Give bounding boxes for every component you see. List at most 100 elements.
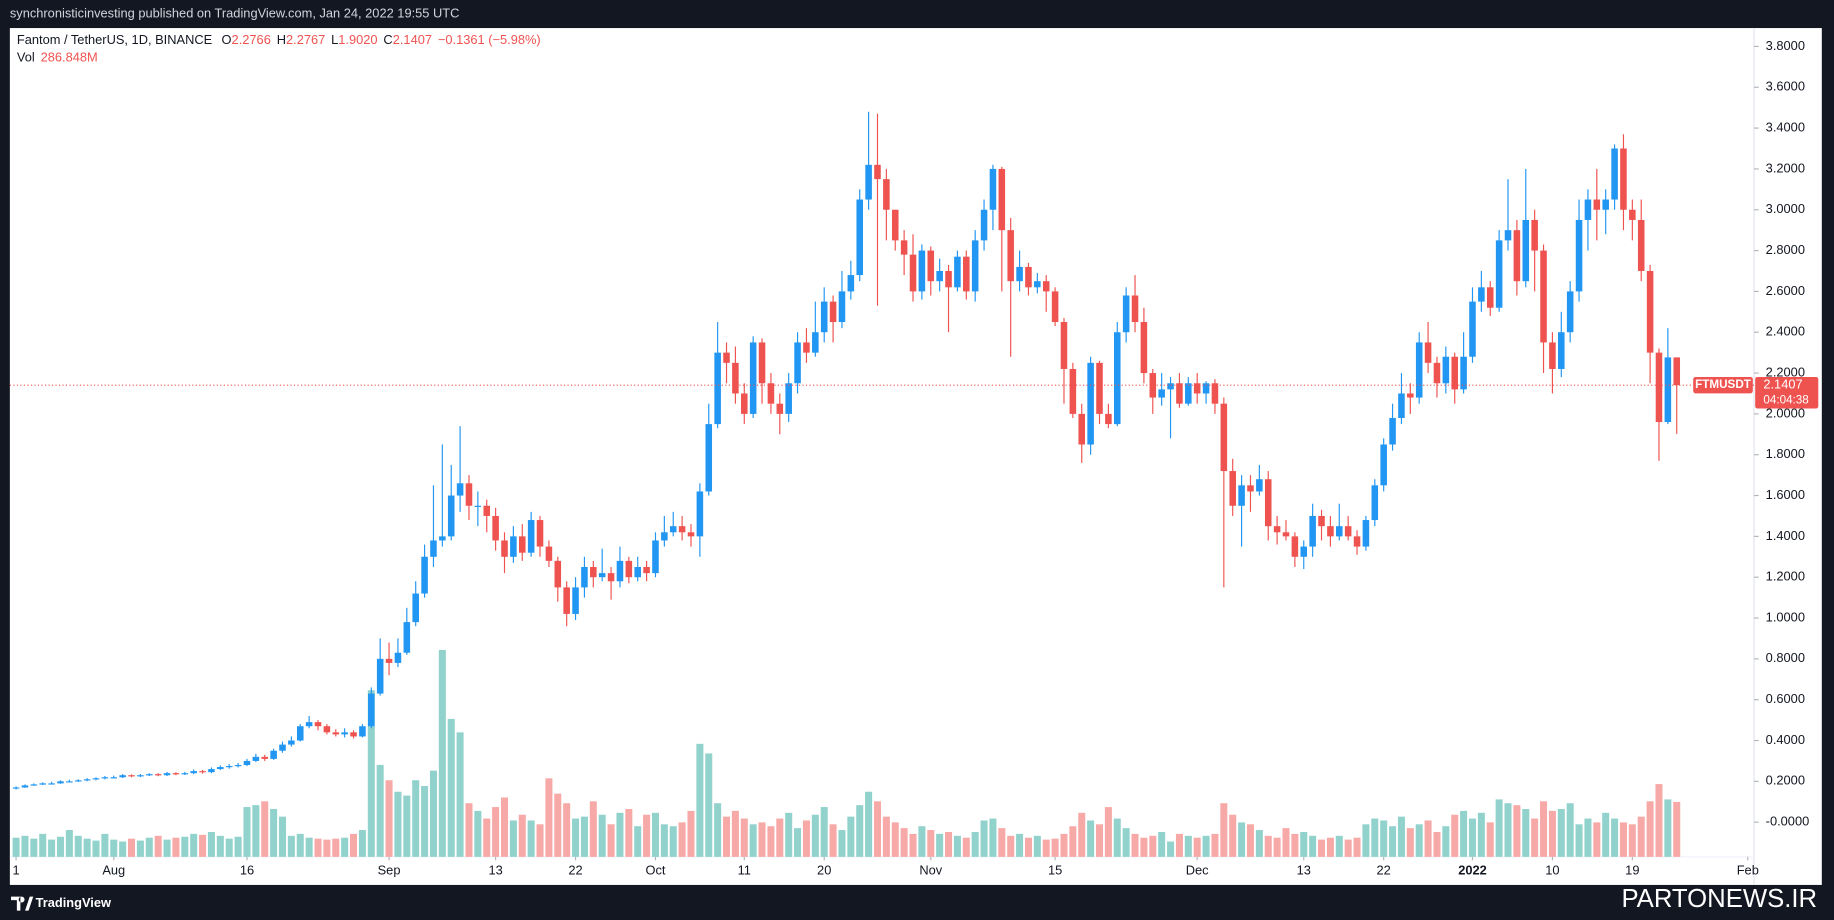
candle-body: [1344, 526, 1352, 537]
x-tick-label: 11: [738, 862, 751, 877]
symbol-legend: Fantom / TetherUS, 1D, BINANCE O2.2766 H2.…: [17, 32, 541, 47]
candle-body: [1442, 356, 1450, 384]
volume-bar: [367, 690, 375, 857]
volume-bar: [234, 836, 242, 857]
volume-bar: [1122, 828, 1130, 857]
x-tick-label: 22: [1377, 862, 1391, 877]
candle-body: [1513, 230, 1521, 282]
candle-body: [1078, 413, 1086, 445]
price-tag: 2.1407: [1763, 377, 1802, 392]
candle-body: [518, 536, 526, 553]
volume-bar: [758, 822, 766, 857]
volume-bar: [1442, 826, 1450, 857]
candle-body: [1655, 352, 1663, 423]
candle-body: [829, 301, 837, 323]
candle-body: [1220, 403, 1228, 472]
candle-body: [181, 773, 189, 775]
candle-body: [669, 526, 677, 533]
candle-body: [714, 352, 721, 425]
candle-body: [359, 726, 366, 737]
volume-bar: [181, 836, 189, 857]
volume-bar: [1371, 818, 1379, 857]
legend-key: C: [383, 32, 392, 47]
volume-bar: [305, 837, 313, 857]
volume-bar: [971, 831, 979, 857]
volume-legend: Vol 286.848M: [17, 50, 98, 65]
candle-body: [820, 301, 828, 333]
candle-body: [172, 773, 180, 775]
candle-body: [1309, 515, 1316, 547]
volume-bar: [749, 824, 757, 857]
candle-body: [785, 383, 792, 414]
candle-body: [279, 744, 286, 751]
candle-body: [652, 540, 659, 574]
candle-body: [1460, 356, 1467, 390]
candle-body: [92, 778, 100, 780]
volume-bar: [1175, 833, 1183, 857]
volume-bar: [705, 753, 713, 857]
candle-body: [563, 587, 570, 614]
candle-body: [1620, 148, 1627, 210]
volume-bar: [1211, 833, 1219, 857]
candle-body: [341, 732, 348, 735]
volume-bar: [660, 824, 668, 857]
volume-bar: [278, 816, 286, 857]
volume-bar: [48, 839, 56, 857]
volume-bar: [1584, 818, 1592, 857]
volume-bar: [500, 797, 509, 857]
candle-body: [1478, 287, 1485, 302]
candle-body: [572, 587, 579, 614]
volume-bar: [900, 828, 908, 857]
volume-bar: [1007, 835, 1015, 857]
volume-bar: [403, 795, 411, 857]
candle-body: [234, 765, 242, 767]
volume-bar: [56, 836, 64, 857]
volume-bar: [1131, 833, 1139, 857]
candle-body: [1167, 383, 1174, 390]
volume-bar: [643, 814, 651, 857]
candle-body: [678, 526, 686, 533]
candle-body: [989, 168, 997, 210]
candle-body: [137, 775, 144, 777]
candle-body: [749, 342, 757, 414]
candle-body: [421, 556, 428, 594]
volume-key: Vol: [17, 50, 35, 65]
volume-bar: [536, 824, 544, 857]
volume-bar: [438, 649, 446, 857]
candle-body: [1264, 479, 1272, 527]
candle-body: [1122, 295, 1130, 333]
x-tick-label: Nov: [919, 862, 942, 877]
candle-body: [1096, 362, 1103, 414]
candle-body: [1202, 383, 1210, 394]
candle-body: [305, 722, 313, 727]
candle-body: [190, 771, 197, 774]
candle-body: [1398, 393, 1405, 418]
candle-body: [21, 785, 29, 788]
volume-bar: [1460, 810, 1468, 857]
y-tick-label: 3.6000: [1766, 79, 1805, 94]
x-tick-label: 15: [1048, 862, 1062, 877]
y-tick-label: 1.8000: [1766, 446, 1805, 461]
volume-bar: [1628, 824, 1636, 857]
candle-body: [616, 560, 624, 582]
x-tick-label: Dec: [1186, 862, 1209, 877]
candle-body: [705, 424, 713, 492]
volume-bar: [172, 837, 180, 857]
candle-body: [812, 332, 819, 353]
candle-body: [39, 783, 46, 785]
volume-bar: [287, 835, 295, 857]
volume-bar: [625, 808, 633, 857]
candle-body: [536, 520, 544, 547]
volume-bar: [953, 835, 961, 857]
candle-body: [368, 693, 375, 727]
candle-body: [1451, 356, 1458, 390]
volume-bar: [1033, 835, 1041, 857]
candle-body: [581, 566, 588, 588]
volume-bar: [225, 838, 233, 857]
candle-body: [154, 774, 162, 776]
volume-bar: [580, 816, 588, 857]
volume-bar: [1024, 837, 1032, 857]
volume-bar: [1104, 807, 1112, 857]
legend-value: −0.1361 (−5.98%): [438, 32, 541, 47]
volume-bar: [669, 826, 677, 857]
